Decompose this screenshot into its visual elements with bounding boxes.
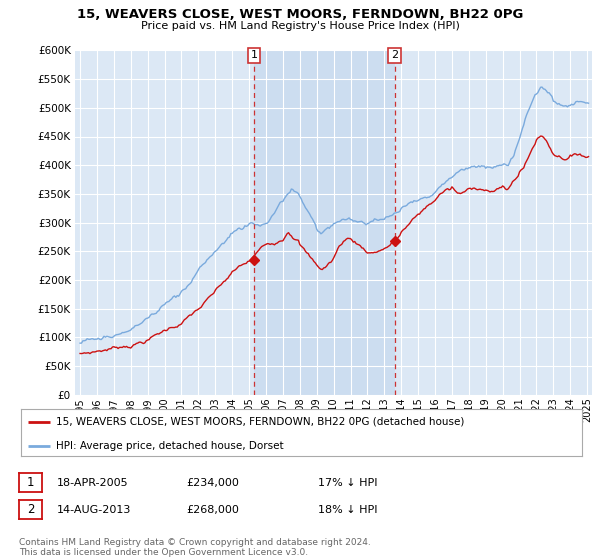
Text: 15, WEAVERS CLOSE, WEST MOORS, FERNDOWN, BH22 0PG: 15, WEAVERS CLOSE, WEST MOORS, FERNDOWN,…	[77, 8, 523, 21]
Text: £268,000: £268,000	[186, 505, 239, 515]
Text: HPI: Average price, detached house, Dorset: HPI: Average price, detached house, Dors…	[56, 441, 283, 451]
Text: 1: 1	[27, 476, 34, 489]
Text: 17% ↓ HPI: 17% ↓ HPI	[318, 478, 377, 488]
Text: 2: 2	[391, 50, 398, 60]
Text: 14-AUG-2013: 14-AUG-2013	[57, 505, 131, 515]
Text: £234,000: £234,000	[186, 478, 239, 488]
Text: 2: 2	[27, 503, 34, 516]
Text: Contains HM Land Registry data © Crown copyright and database right 2024.
This d: Contains HM Land Registry data © Crown c…	[19, 538, 371, 557]
Text: 1: 1	[250, 50, 257, 60]
Text: 18-APR-2005: 18-APR-2005	[57, 478, 128, 488]
Text: 15, WEAVERS CLOSE, WEST MOORS, FERNDOWN, BH22 0PG (detached house): 15, WEAVERS CLOSE, WEST MOORS, FERNDOWN,…	[56, 417, 464, 427]
Text: Price paid vs. HM Land Registry's House Price Index (HPI): Price paid vs. HM Land Registry's House …	[140, 21, 460, 31]
Bar	[254, 50, 395, 395]
Text: 18% ↓ HPI: 18% ↓ HPI	[318, 505, 377, 515]
